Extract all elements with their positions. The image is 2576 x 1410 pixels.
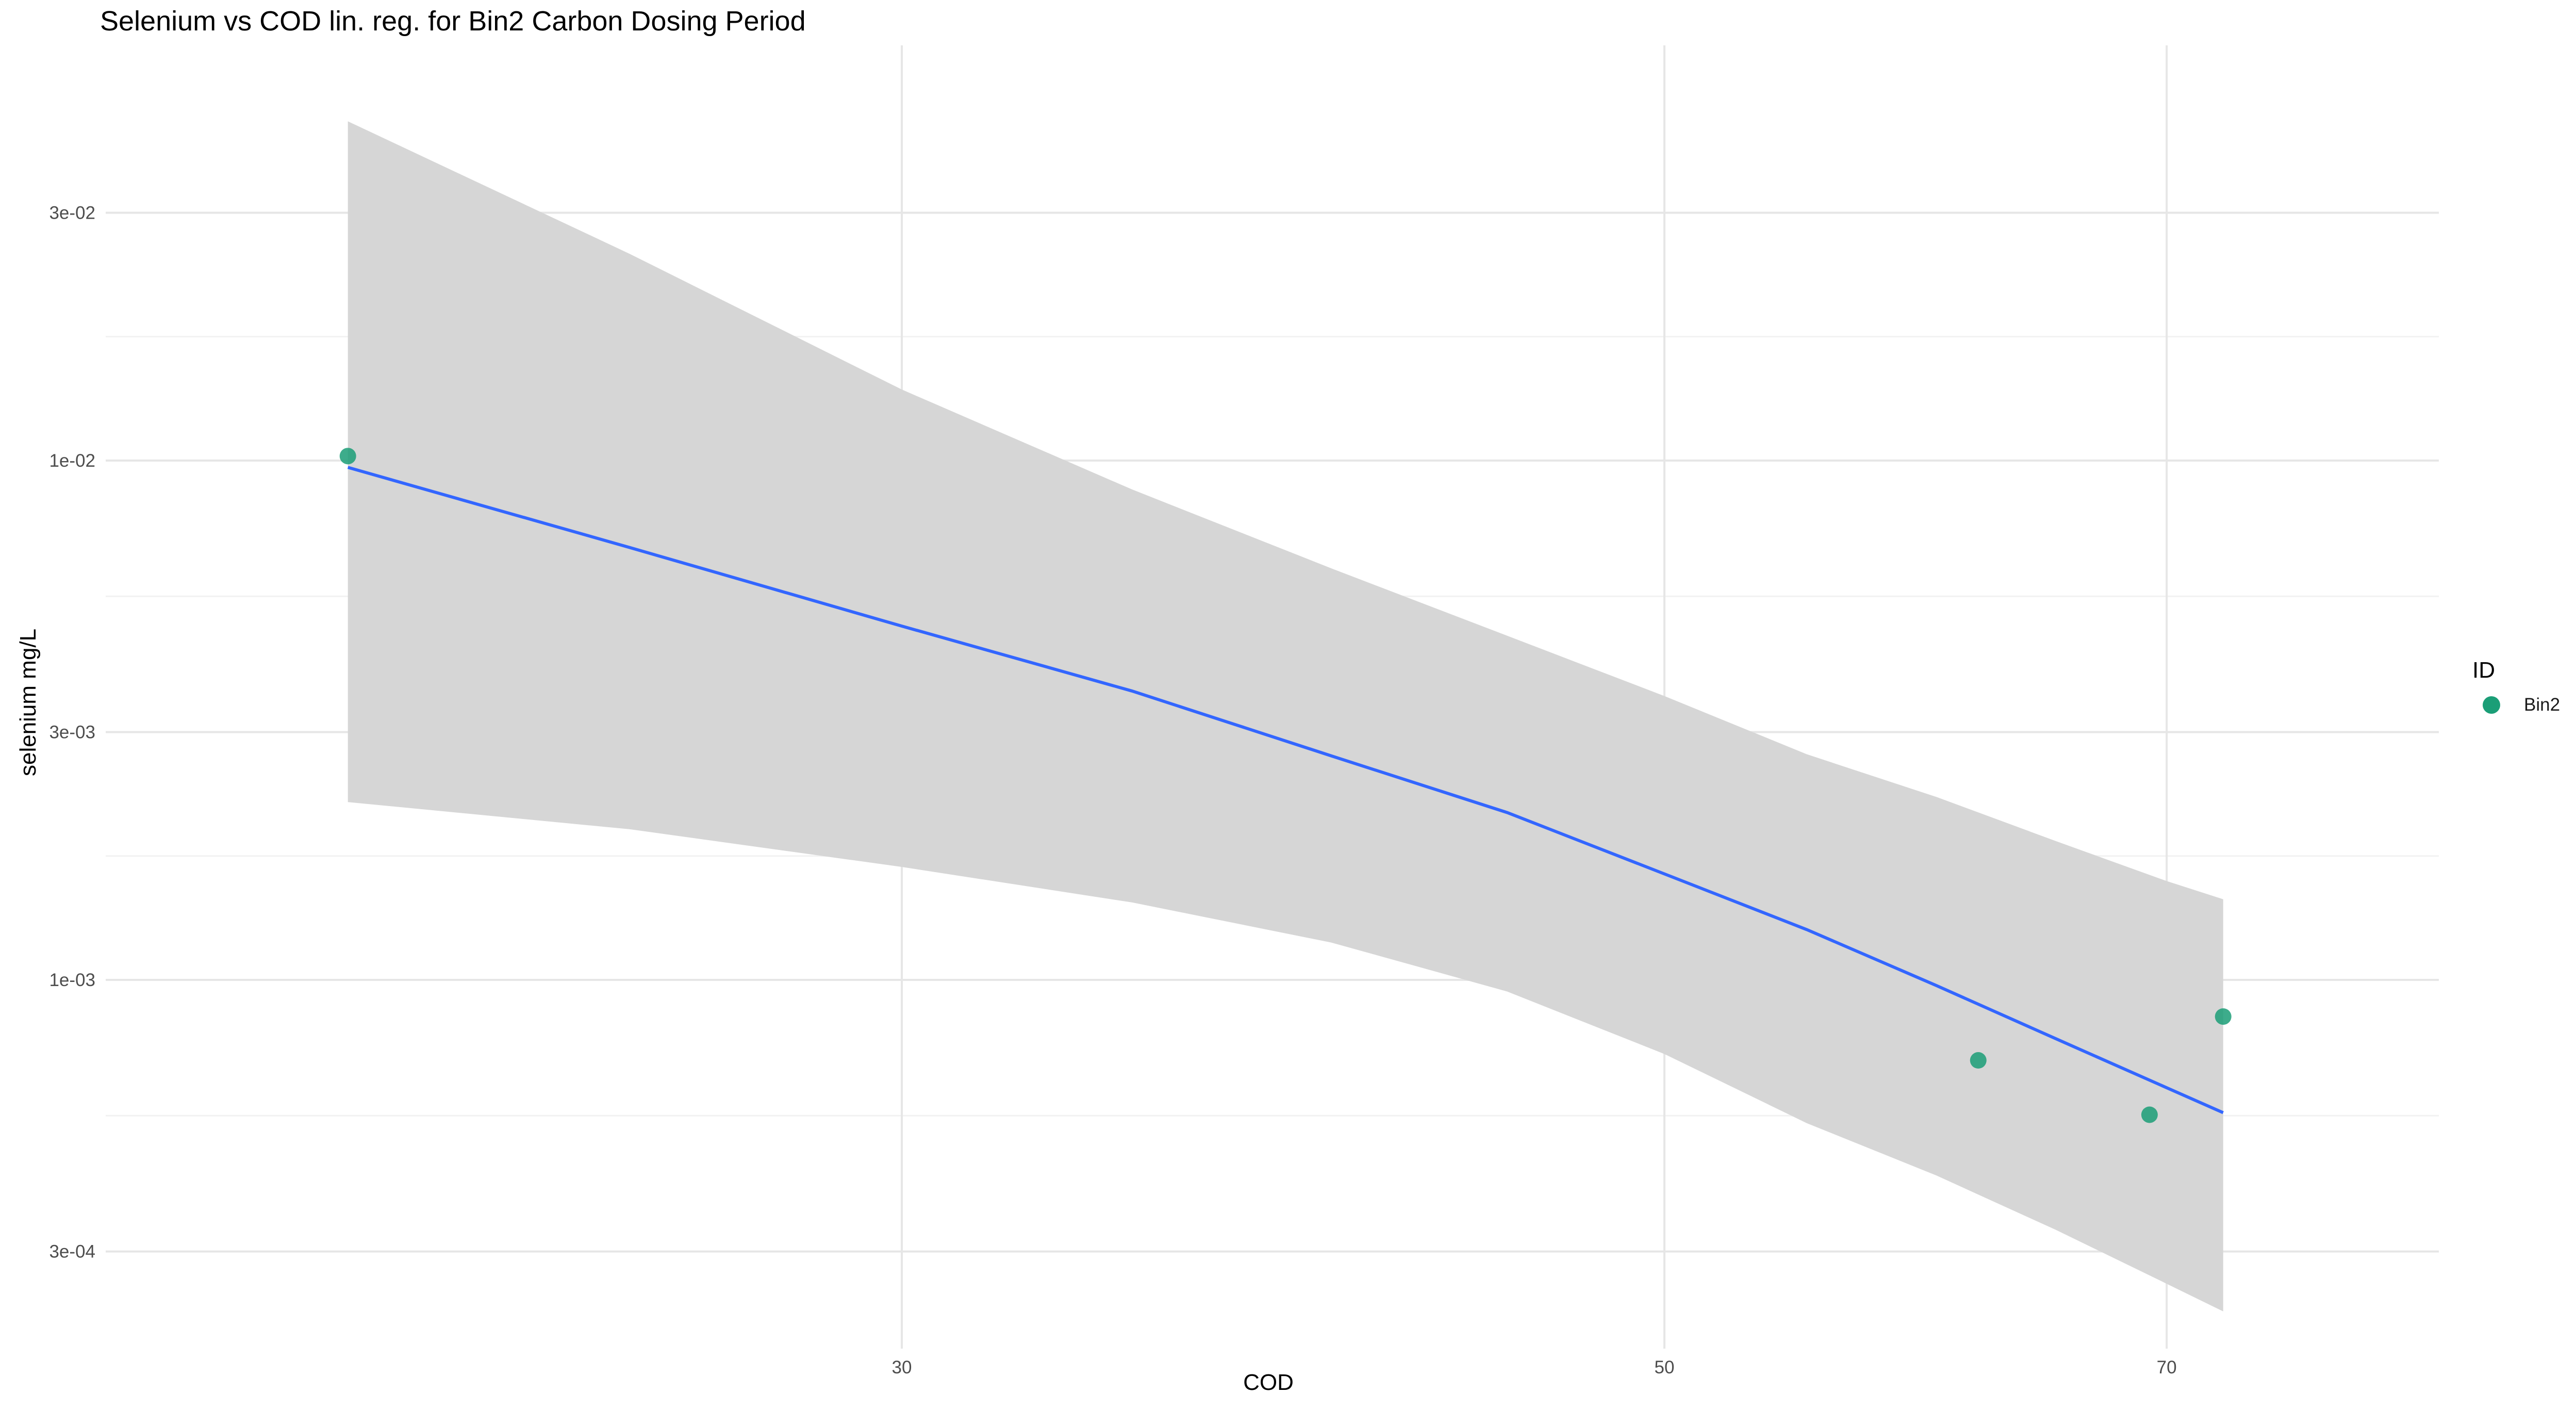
legend-item-bin2: Bin2	[2472, 695, 2560, 715]
axis-ticks: 3e-04 1e-03 3e-03 1e-02 3e-02 30 50 70	[49, 203, 2176, 1378]
x-tick-label: 50	[1655, 1357, 1675, 1378]
data-points	[339, 448, 2232, 1123]
confidence-band	[348, 121, 2223, 1311]
regression-line	[347, 466, 2224, 1114]
chart-title: Selenium vs COD lin. reg. for Bin2 Carbo…	[100, 6, 806, 37]
legend: ID Bin2	[2472, 658, 2560, 715]
y-axis-title: selenium mg/L	[15, 628, 41, 776]
legend-key-dot	[2483, 696, 2500, 714]
regression-line-layer	[347, 466, 2224, 1114]
y-tick-label: 3e-02	[49, 203, 95, 223]
data-point	[1970, 1052, 1987, 1069]
confidence-band-layer	[348, 121, 2223, 1311]
y-tick-label: 3e-04	[49, 1242, 95, 1262]
legend-label: Bin2	[2524, 695, 2561, 715]
data-point	[2141, 1106, 2158, 1123]
legend-title: ID	[2472, 658, 2495, 683]
data-point	[339, 448, 356, 465]
x-tick-label: 30	[892, 1357, 912, 1378]
x-tick-label: 70	[2157, 1357, 2177, 1378]
y-tick-label: 1e-02	[49, 451, 95, 471]
x-axis-title: COD	[1243, 1370, 1294, 1395]
y-tick-label: 1e-03	[49, 970, 95, 990]
y-tick-label: 3e-03	[49, 723, 95, 743]
data-point	[2215, 1008, 2232, 1025]
